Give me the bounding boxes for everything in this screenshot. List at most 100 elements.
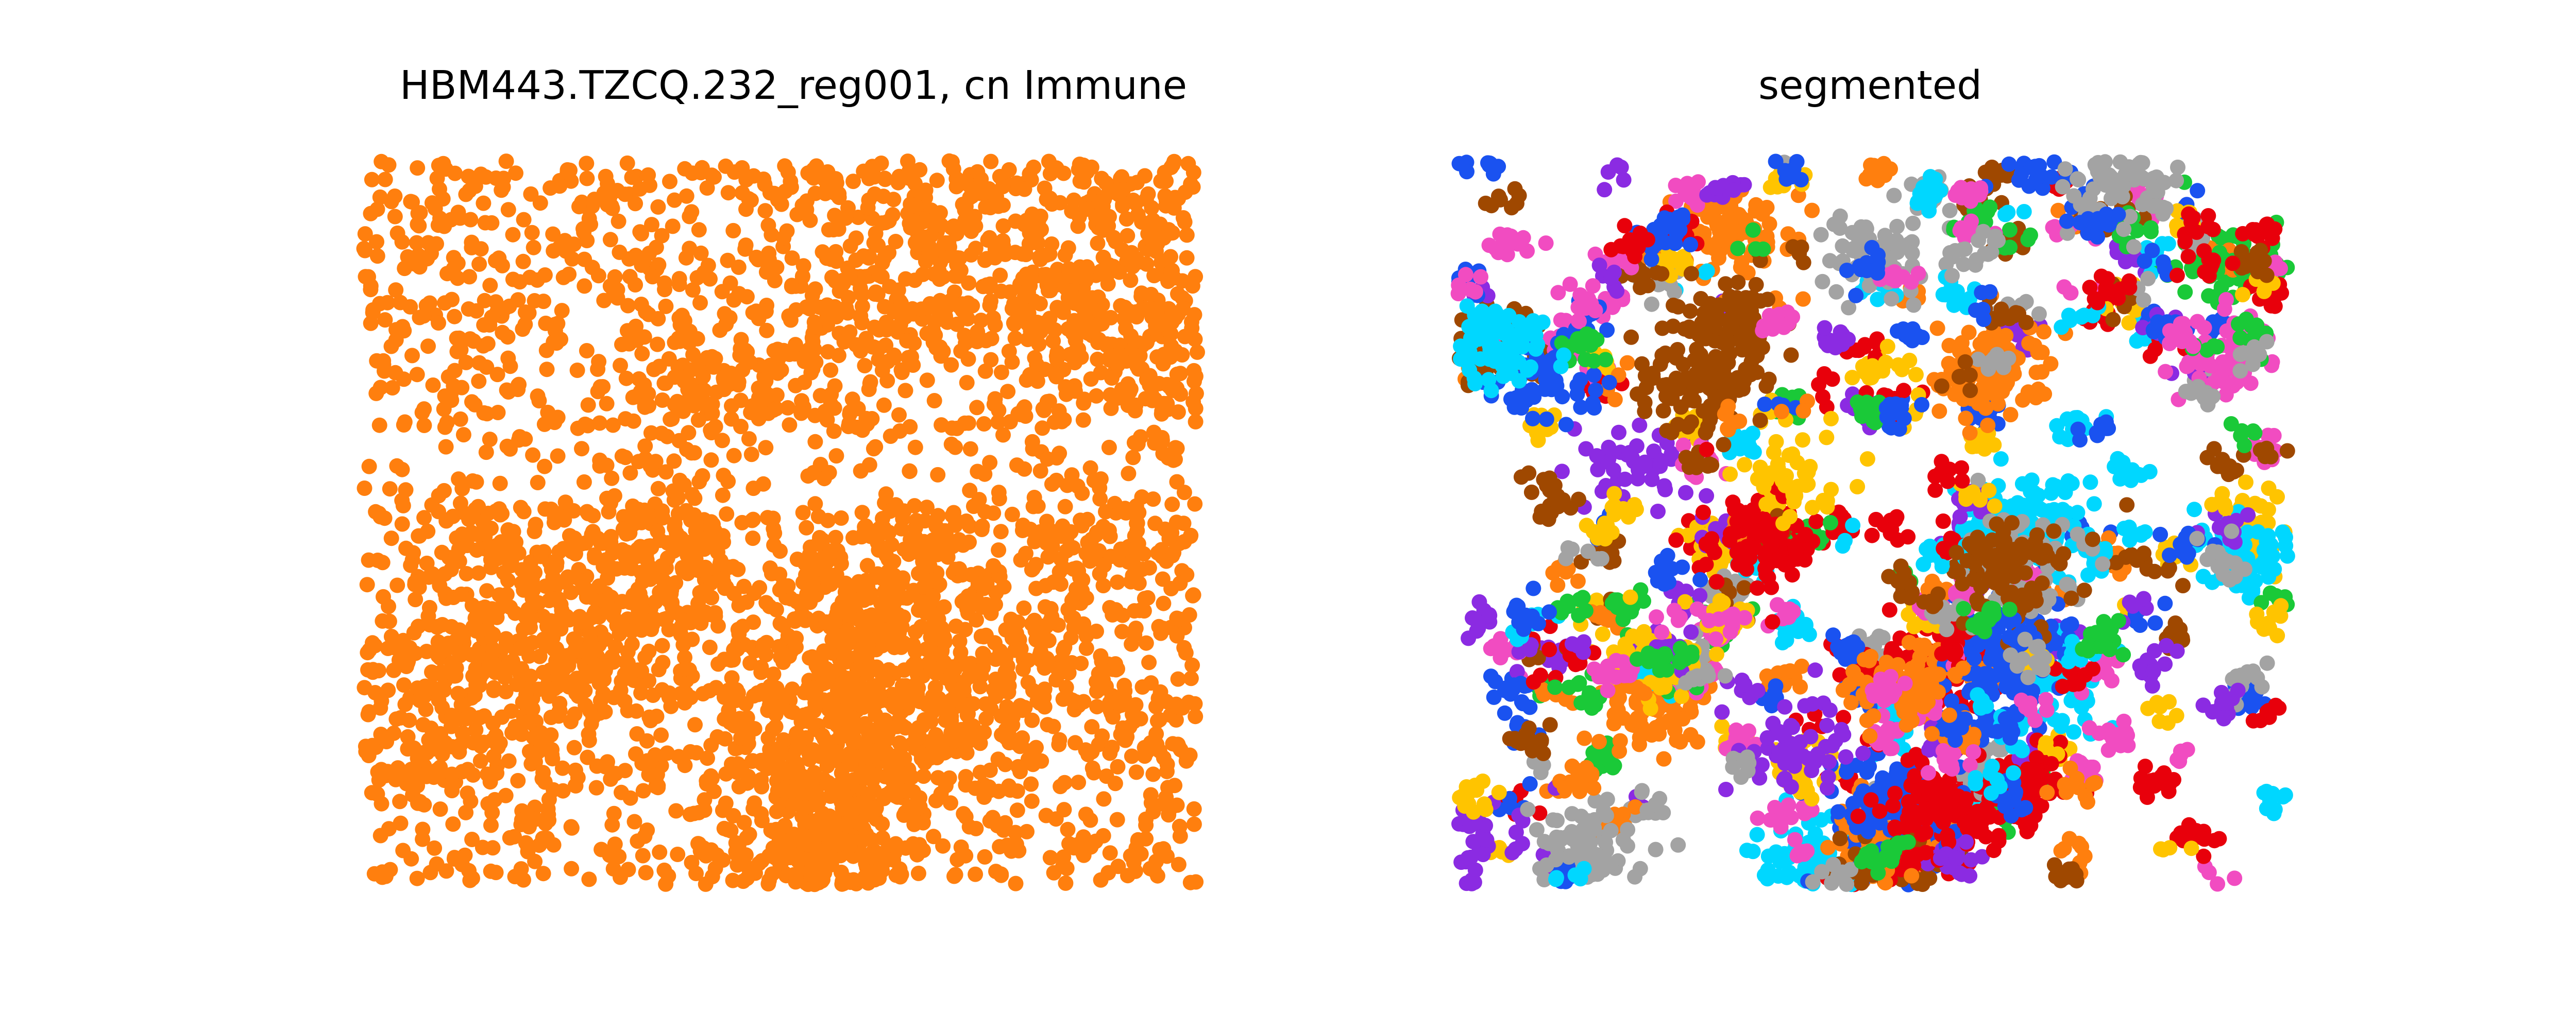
left-scatter-point bbox=[776, 230, 792, 246]
left-scatter-point bbox=[831, 687, 846, 703]
left-scatter-point bbox=[455, 427, 471, 443]
left-scatter-point bbox=[1046, 414, 1062, 430]
left-scatter-point bbox=[1095, 218, 1111, 234]
left-scatter-point bbox=[876, 854, 892, 869]
left-scatter-point bbox=[388, 711, 404, 727]
left-scatter-point bbox=[682, 806, 698, 822]
left-scatter-point bbox=[1084, 719, 1100, 735]
segmented-scatter-point bbox=[1759, 871, 1775, 887]
left-scatter-point bbox=[738, 172, 754, 188]
left-scatter-point bbox=[1156, 347, 1172, 363]
left-scatter-point bbox=[683, 362, 699, 378]
left-scatter-point bbox=[1037, 180, 1053, 196]
left-scatter-point bbox=[1140, 590, 1156, 606]
left-scatter-point bbox=[498, 631, 514, 647]
left-scatter-point bbox=[626, 814, 642, 830]
left-scatter-point bbox=[912, 162, 928, 178]
left-scatter-point bbox=[650, 336, 666, 352]
left-scatter-point bbox=[585, 508, 601, 524]
left-scatter-point bbox=[410, 767, 426, 783]
left-scatter-point bbox=[1154, 432, 1170, 448]
left-scatter-point bbox=[1183, 671, 1199, 686]
left-scatter-point bbox=[492, 475, 508, 491]
left-scatter-point bbox=[807, 319, 823, 335]
left-scatter-point bbox=[1110, 859, 1126, 874]
left-scatter-point bbox=[992, 267, 1008, 283]
left-scatter-point bbox=[861, 170, 877, 186]
left-scatter-point bbox=[847, 720, 863, 736]
left-scatter-point bbox=[1060, 240, 1076, 256]
left-scatter-point bbox=[862, 680, 878, 696]
left-scatter-point bbox=[606, 805, 622, 821]
left-scatter-point bbox=[495, 179, 511, 195]
left-scatter-point bbox=[710, 618, 726, 634]
left-scatter-point bbox=[715, 487, 731, 503]
left-scatter-point bbox=[485, 840, 501, 856]
left-scatter-point bbox=[888, 636, 904, 651]
left-scatter-point bbox=[664, 582, 680, 598]
left-scatter-point bbox=[603, 529, 619, 544]
left-scatter-point bbox=[866, 441, 882, 457]
left-scatter-point bbox=[871, 267, 887, 283]
left-scatter-point bbox=[739, 830, 755, 846]
left-scatter-point bbox=[1111, 264, 1127, 280]
left-scatter-point bbox=[943, 795, 958, 811]
left-scatter-point bbox=[581, 871, 597, 887]
left-scatter-point bbox=[1143, 286, 1159, 302]
left-scatter-point bbox=[1029, 373, 1045, 389]
left-scatter-point bbox=[919, 500, 935, 516]
left-scatter-point bbox=[955, 537, 971, 553]
left-scatter-point bbox=[430, 217, 446, 233]
left-scatter-point bbox=[480, 766, 496, 782]
left-scatter-point bbox=[1101, 439, 1117, 455]
left-scatter-point bbox=[1019, 823, 1035, 839]
left-scatter-point bbox=[394, 653, 410, 668]
left-scatter-point bbox=[857, 269, 873, 285]
left-scatter-point bbox=[600, 754, 615, 770]
left-scatter-point bbox=[1083, 839, 1099, 855]
left-scatter-point bbox=[484, 310, 500, 325]
left-scatter-point bbox=[590, 268, 606, 284]
left-scatter-point bbox=[854, 614, 870, 630]
left-scatter-point bbox=[807, 434, 823, 450]
left-scatter-point bbox=[750, 252, 766, 268]
left-scatter-point bbox=[605, 608, 621, 624]
left-scatter-point bbox=[1187, 496, 1203, 512]
left-scatter-point bbox=[933, 786, 949, 802]
left-scatter-point bbox=[780, 400, 796, 416]
left-scatter-point bbox=[1155, 571, 1171, 587]
left-scatter-point bbox=[1146, 863, 1162, 878]
left-scatter-point bbox=[488, 503, 504, 519]
left-scatter-point bbox=[915, 266, 931, 282]
left-scatter-point bbox=[554, 654, 570, 670]
left-scatter-point bbox=[387, 209, 403, 225]
left-scatter-point bbox=[1026, 159, 1042, 175]
left-scatter-point bbox=[1187, 696, 1203, 712]
left-scatter-point bbox=[470, 565, 486, 581]
left-scatter-point bbox=[1036, 402, 1052, 418]
left-scatter-point bbox=[434, 544, 450, 560]
left-scatter-point bbox=[1156, 595, 1172, 611]
left-scatter-point bbox=[650, 778, 666, 794]
left-scatter-point bbox=[1055, 642, 1071, 658]
left-scatter-point bbox=[908, 676, 924, 692]
left-scatter-point bbox=[1016, 600, 1032, 616]
left-scatter-point bbox=[803, 568, 819, 583]
left-scatter-point bbox=[1114, 624, 1130, 640]
left-scatter-point bbox=[437, 419, 453, 435]
left-scatter-point bbox=[883, 762, 899, 778]
left-scatter-point bbox=[357, 480, 372, 496]
left-scatter-point bbox=[986, 558, 1002, 574]
left-scatter-point bbox=[1141, 655, 1157, 671]
segmented-scatter-point bbox=[1745, 844, 1761, 860]
left-scatter-point bbox=[435, 156, 451, 171]
segmented-scatter-point bbox=[1779, 869, 1795, 885]
left-scatter-point bbox=[676, 477, 692, 493]
left-scatter-point bbox=[538, 342, 554, 358]
left-scatter-point bbox=[516, 212, 532, 228]
left-scatter-point bbox=[828, 175, 844, 191]
left-scatter-point bbox=[982, 455, 998, 471]
left-scatter-point bbox=[1039, 513, 1055, 529]
segmented-scatter-point bbox=[1804, 202, 1820, 218]
left-scatter-point bbox=[1172, 575, 1188, 591]
